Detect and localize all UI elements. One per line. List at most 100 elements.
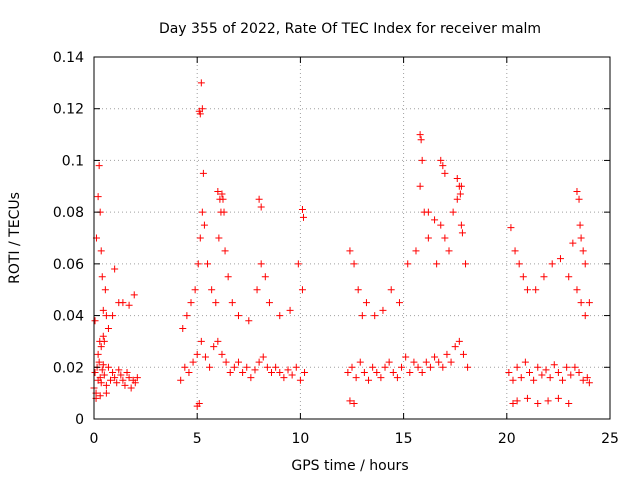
chart-title: Day 355 of 2022, Rate Of TEC Index for r… bbox=[159, 21, 541, 37]
x-tick-label: 25 bbox=[601, 431, 619, 447]
data-point bbox=[559, 376, 567, 384]
data-point bbox=[113, 379, 121, 387]
x-axis-label: GPS time / hours bbox=[291, 458, 408, 474]
data-point bbox=[556, 255, 564, 263]
data-point bbox=[431, 353, 439, 361]
data-point bbox=[102, 389, 110, 397]
y-axis-label: ROTI / TECUs bbox=[7, 192, 23, 284]
data-point bbox=[224, 273, 232, 281]
data-point bbox=[280, 374, 288, 382]
data-point bbox=[107, 376, 115, 384]
data-point bbox=[201, 353, 209, 361]
data-point bbox=[443, 350, 451, 358]
data-point bbox=[439, 363, 447, 371]
data-point bbox=[253, 286, 261, 294]
data-point bbox=[346, 247, 354, 255]
data-point bbox=[530, 376, 538, 384]
data-point bbox=[513, 363, 521, 371]
data-point bbox=[373, 368, 381, 376]
data-points bbox=[90, 79, 593, 410]
x-tick-label: 10 bbox=[291, 431, 309, 447]
data-point bbox=[97, 247, 105, 255]
data-point bbox=[115, 366, 123, 374]
data-point bbox=[546, 374, 554, 382]
data-point bbox=[540, 273, 548, 281]
data-point bbox=[111, 265, 119, 273]
data-point bbox=[538, 371, 546, 379]
data-point bbox=[418, 156, 426, 164]
data-point bbox=[575, 195, 583, 203]
data-point bbox=[261, 273, 269, 281]
data-point bbox=[567, 371, 575, 379]
data-point bbox=[441, 169, 449, 177]
data-point bbox=[117, 371, 125, 379]
data-point bbox=[101, 286, 109, 294]
x-tick-label: 15 bbox=[395, 431, 413, 447]
data-point bbox=[109, 368, 117, 376]
data-point bbox=[100, 371, 108, 379]
data-point bbox=[445, 247, 453, 255]
data-point bbox=[119, 299, 127, 307]
data-point bbox=[583, 374, 591, 382]
data-point bbox=[565, 273, 573, 281]
data-point bbox=[94, 350, 102, 358]
data-point bbox=[369, 363, 377, 371]
data-point bbox=[230, 363, 238, 371]
data-point bbox=[569, 239, 577, 247]
data-point bbox=[97, 379, 105, 387]
data-point bbox=[97, 343, 105, 351]
data-point bbox=[534, 363, 542, 371]
data-point bbox=[579, 247, 587, 255]
data-point bbox=[507, 224, 515, 232]
data-point bbox=[196, 110, 204, 118]
data-point bbox=[210, 343, 218, 351]
data-point bbox=[193, 350, 201, 358]
y-tick-label: 0.08 bbox=[53, 205, 84, 221]
data-point bbox=[348, 363, 356, 371]
data-point bbox=[519, 273, 527, 281]
y-tick-label: 0 bbox=[75, 412, 84, 428]
x-tick-label: 20 bbox=[498, 431, 516, 447]
data-point bbox=[523, 394, 531, 402]
data-point bbox=[422, 358, 430, 366]
data-point bbox=[585, 299, 593, 307]
data-point bbox=[123, 368, 131, 376]
data-point bbox=[265, 299, 273, 307]
data-point bbox=[433, 260, 441, 268]
data-point bbox=[505, 368, 513, 376]
data-point bbox=[179, 325, 187, 332]
data-point bbox=[509, 376, 517, 384]
data-point bbox=[365, 376, 373, 384]
data-point bbox=[222, 358, 230, 366]
x-tick-label: 5 bbox=[193, 431, 202, 447]
data-point bbox=[99, 361, 107, 369]
data-point bbox=[183, 312, 191, 320]
data-point bbox=[195, 399, 203, 407]
data-point bbox=[189, 358, 197, 366]
data-point bbox=[410, 358, 418, 366]
data-point bbox=[220, 208, 228, 216]
data-point bbox=[95, 162, 103, 170]
data-point bbox=[197, 79, 205, 87]
data-point bbox=[239, 368, 247, 376]
y-tick-label: 0.02 bbox=[53, 360, 84, 376]
data-point bbox=[439, 162, 447, 170]
data-point bbox=[389, 368, 397, 376]
data-point bbox=[96, 337, 104, 345]
data-point bbox=[464, 363, 472, 371]
data-point bbox=[104, 363, 112, 371]
data-point bbox=[130, 291, 138, 299]
data-point bbox=[299, 213, 307, 221]
data-point bbox=[379, 306, 387, 314]
data-point bbox=[298, 286, 306, 294]
data-point bbox=[121, 381, 129, 389]
data-point bbox=[534, 399, 542, 407]
data-point bbox=[459, 350, 467, 358]
axis-ticks bbox=[93, 56, 611, 420]
data-point bbox=[344, 368, 352, 376]
data-point bbox=[298, 206, 306, 214]
data-point bbox=[544, 397, 552, 405]
data-point bbox=[358, 312, 366, 320]
data-point bbox=[576, 221, 584, 229]
data-point bbox=[268, 368, 276, 376]
